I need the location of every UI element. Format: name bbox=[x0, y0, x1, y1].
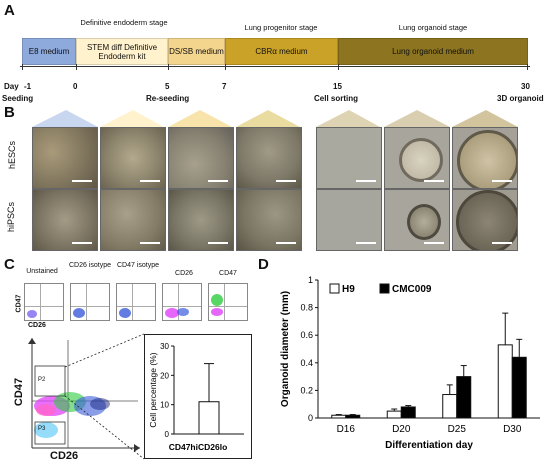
day-30: 30 bbox=[521, 82, 530, 91]
panel-label-c: C bbox=[4, 256, 15, 273]
x-tick-label: D30 bbox=[503, 424, 522, 435]
legend-label: CMC009 bbox=[392, 284, 432, 295]
y-axis-label: Cell percentage (%) bbox=[148, 352, 158, 427]
event-reseeding: Re-seeding bbox=[146, 94, 190, 103]
day-m1: -1 bbox=[24, 82, 32, 91]
segment-e8: E8 medium bbox=[22, 38, 76, 65]
day-label: Day bbox=[4, 82, 19, 91]
micrograph-hesc-1 bbox=[32, 127, 98, 189]
legend-swatch bbox=[379, 283, 390, 294]
segment-cbra: CBRα medium bbox=[225, 38, 338, 65]
x-axis-label: Differentiation day bbox=[385, 440, 473, 451]
y-tick-label: 10 bbox=[160, 401, 169, 410]
micrograph-hipsc-2 bbox=[100, 189, 166, 251]
y-tick-label: 0 bbox=[308, 413, 313, 423]
stage-wedges bbox=[32, 110, 518, 127]
micrograph-hipsc-7 bbox=[452, 189, 518, 251]
micrograph-hipsc-5 bbox=[316, 189, 382, 251]
stage-definitive-endoderm: Definitive endoderm stage bbox=[80, 18, 168, 27]
x-tick-label: D25 bbox=[448, 424, 467, 435]
bar-cmc009 bbox=[345, 414, 361, 419]
micrograph-hesc-3 bbox=[168, 127, 234, 189]
day-15: 15 bbox=[333, 82, 342, 91]
legend-label: H9 bbox=[342, 284, 355, 295]
mini-title-cd26-isotype: CD26 isotype bbox=[68, 262, 112, 269]
micrograph-hipsc-3 bbox=[168, 189, 234, 251]
x-category-label: CD47hiCD26lo bbox=[169, 442, 228, 452]
mini-plot-unstained bbox=[24, 283, 64, 321]
micrograph-hesc-5 bbox=[316, 127, 382, 189]
scatter-clouds bbox=[34, 392, 110, 438]
x-tick-label: D16 bbox=[337, 424, 356, 435]
micrograph-hesc-6 bbox=[384, 127, 450, 189]
y-tick-label: 0.2 bbox=[300, 385, 313, 395]
mini-plot-cd47 bbox=[208, 283, 248, 321]
mini-title-cd26: CD26 bbox=[175, 270, 193, 277]
stage-lung-progenitor: Lung progenitor stage bbox=[244, 23, 318, 32]
bar bbox=[198, 401, 220, 435]
bar-h9 bbox=[497, 344, 513, 419]
bar-h9 bbox=[331, 414, 347, 419]
mini-title-cd47: CD47 bbox=[219, 270, 237, 277]
event-3d-organoid: 3D organoid bbox=[497, 94, 544, 103]
y-tick-label: 0.6 bbox=[300, 330, 313, 340]
legend-swatch bbox=[329, 283, 340, 294]
event-cell-sorting: Cell sorting bbox=[314, 94, 359, 103]
y-axis-label: Organoid diameter (mm) bbox=[280, 291, 291, 407]
stage-lung-organoid: Lung organoid stage bbox=[398, 23, 468, 32]
mini-plot-cd26-isotype bbox=[70, 283, 110, 321]
scatter-axis-x: CD26 bbox=[50, 450, 79, 462]
micrograph-hipsc-4 bbox=[236, 189, 302, 251]
mini-title-unstained: Unstained bbox=[26, 268, 58, 275]
gate-p3-label: P3 bbox=[38, 426, 46, 432]
inset-frame bbox=[144, 334, 252, 459]
day-0: 0 bbox=[73, 82, 78, 91]
panel-label-a: A bbox=[4, 2, 15, 19]
y-tick-label: 0.8 bbox=[300, 303, 313, 313]
x-tick-label: D20 bbox=[392, 424, 411, 435]
segment-dssb: DS/SB medium bbox=[168, 38, 225, 65]
panel-label-d: D bbox=[258, 256, 269, 273]
y-tick-label: 1 bbox=[308, 275, 313, 285]
mini-plot-cd26 bbox=[162, 283, 202, 321]
micrograph-hipsc-1 bbox=[32, 189, 98, 251]
mini-plot-cd47-isotype bbox=[116, 283, 156, 321]
micrograph-hesc-7 bbox=[452, 127, 518, 189]
panel-label-b: B bbox=[4, 104, 15, 121]
day-5: 5 bbox=[165, 82, 170, 91]
y-tick-label: 20 bbox=[160, 371, 169, 380]
segment-lung-organoid: Lung organoid medium bbox=[338, 38, 528, 65]
organoid-diameter-chart: 0 0.2 0.4 0.6 0.8 1 Organoid diameter (mm) D16 D… bbox=[280, 275, 540, 451]
gate-p2-label: P2 bbox=[38, 377, 46, 383]
day-7: 7 bbox=[222, 82, 227, 91]
y-tick-label: 30 bbox=[160, 342, 169, 351]
bar-cmc009 bbox=[456, 376, 472, 419]
micrograph-hesc-4 bbox=[236, 127, 302, 189]
y-tick-label: 0.4 bbox=[300, 358, 313, 368]
micrograph-hipsc-6 bbox=[384, 189, 450, 251]
flow-scatter bbox=[28, 338, 140, 452]
segment-definitive-endoderm: STEM diff Definitive Endoderm kit bbox=[76, 38, 168, 65]
bar-h9 bbox=[386, 410, 402, 419]
mini-title-cd47-isotype: CD47 isotype bbox=[116, 262, 160, 269]
mini-axis-x: CD26 bbox=[28, 322, 46, 329]
micrograph-hesc-2 bbox=[100, 127, 166, 189]
bar-h9 bbox=[442, 394, 458, 419]
event-seeding: Seeding bbox=[2, 94, 34, 103]
y-tick-label: 0 bbox=[165, 430, 170, 439]
bar-cmc009 bbox=[400, 406, 416, 419]
bar-cmc009 bbox=[511, 356, 527, 419]
